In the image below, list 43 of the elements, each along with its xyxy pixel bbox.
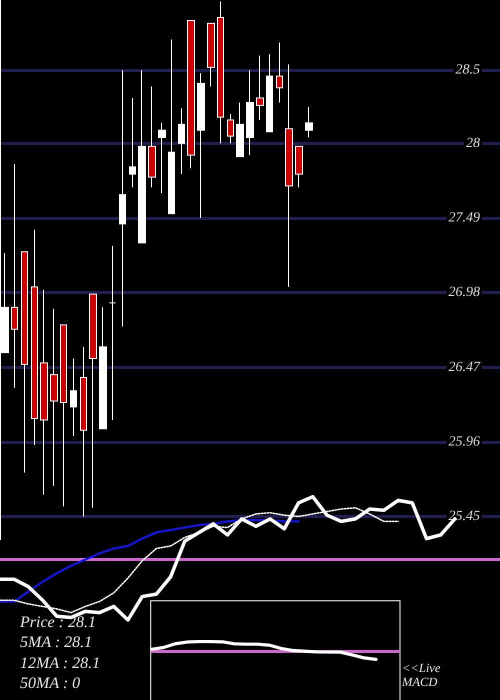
text: <<Live MACD (402, 661, 442, 690)
candlestick (197, 72, 205, 219)
candlestick (207, 22, 215, 87)
candlestick (158, 122, 166, 194)
text: 50MA : 0 (20, 674, 80, 694)
y-tick-label: 27.49 (448, 210, 480, 226)
candlestick (99, 306, 107, 430)
y-tick-label: 26.47 (448, 360, 481, 375)
candlestick (138, 70, 146, 244)
candlestick (236, 102, 244, 158)
candlestick (80, 346, 87, 518)
candlestick (148, 86, 156, 188)
text: 12MA : 28.1 (20, 654, 100, 673)
candlestick (60, 324, 67, 507)
candlestick (178, 108, 185, 175)
candlestick (168, 39, 175, 214)
candlestick (21, 251, 28, 474)
candlestick (305, 106, 313, 138)
annotation: Price : 28.1 (20, 614, 96, 632)
y-tick-label: 25.96 (448, 434, 480, 450)
candlestick (246, 70, 254, 156)
candlestick (295, 146, 303, 188)
text: 5MA : 28.1 (20, 634, 92, 653)
candlestick (217, 0, 224, 144)
candlestick (70, 358, 77, 437)
candlestick (276, 42, 283, 103)
candlestick (89, 294, 97, 508)
candlestick (129, 98, 136, 188)
y-tick-label: 26.98 (448, 285, 480, 300)
candlestick (187, 20, 195, 169)
candlestick (50, 308, 58, 486)
y-tick-label: 28 (466, 136, 480, 151)
y-tick-label: 28.5 (456, 62, 480, 78)
candlestick (119, 70, 126, 327)
candlestick (256, 55, 264, 120)
candlestick (227, 114, 234, 144)
candlestick (266, 54, 273, 132)
y-tick-label: 25.45 (448, 509, 480, 524)
candlestick (40, 289, 48, 496)
candlestick (109, 245, 116, 420)
candlestick (285, 64, 293, 288)
candlestick (11, 163, 18, 388)
candlestick (31, 229, 38, 446)
